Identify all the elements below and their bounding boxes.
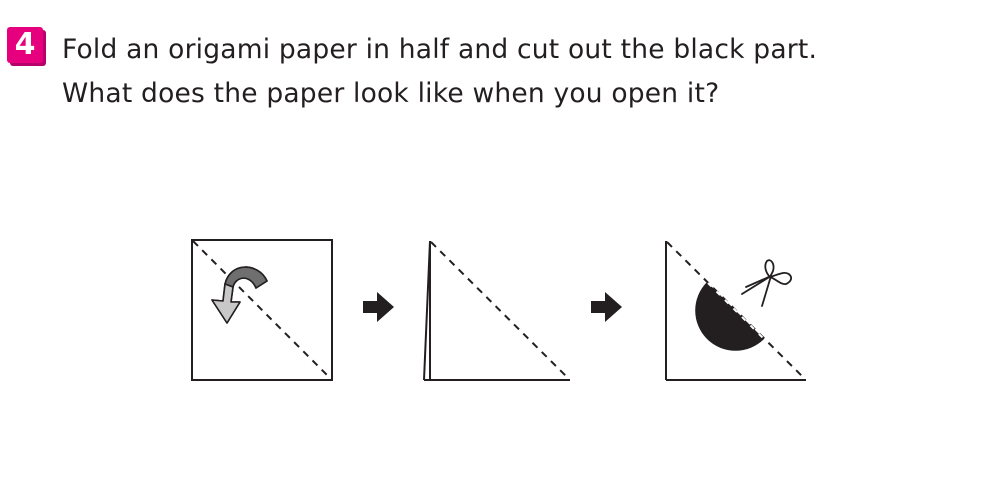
folded-triangle-step — [423, 240, 570, 381]
curved-arrow-icon — [211, 266, 268, 324]
cut-step — [665, 241, 806, 381]
problem-number: 4 — [14, 27, 36, 62]
right-arrow-icon — [363, 292, 394, 322]
problem-number-badge: 4 — [7, 27, 47, 67]
cut-line-dashes — [707, 282, 764, 339]
fold-line — [192, 240, 332, 380]
question-line-1: Fold an origami paper in half and cut ou… — [62, 34, 818, 65]
triangle-fold-edge — [430, 241, 570, 380]
question-line-2: What does the paper look like when you o… — [62, 78, 720, 109]
right-arrow-icon — [591, 292, 622, 322]
black-cut-part — [695, 282, 764, 351]
badge-background — [7, 27, 43, 63]
fold-step — [191, 239, 333, 381]
question-text: Fold an origami paper in half and cut ou… — [62, 28, 817, 116]
scissors-icon — [741, 259, 793, 307]
